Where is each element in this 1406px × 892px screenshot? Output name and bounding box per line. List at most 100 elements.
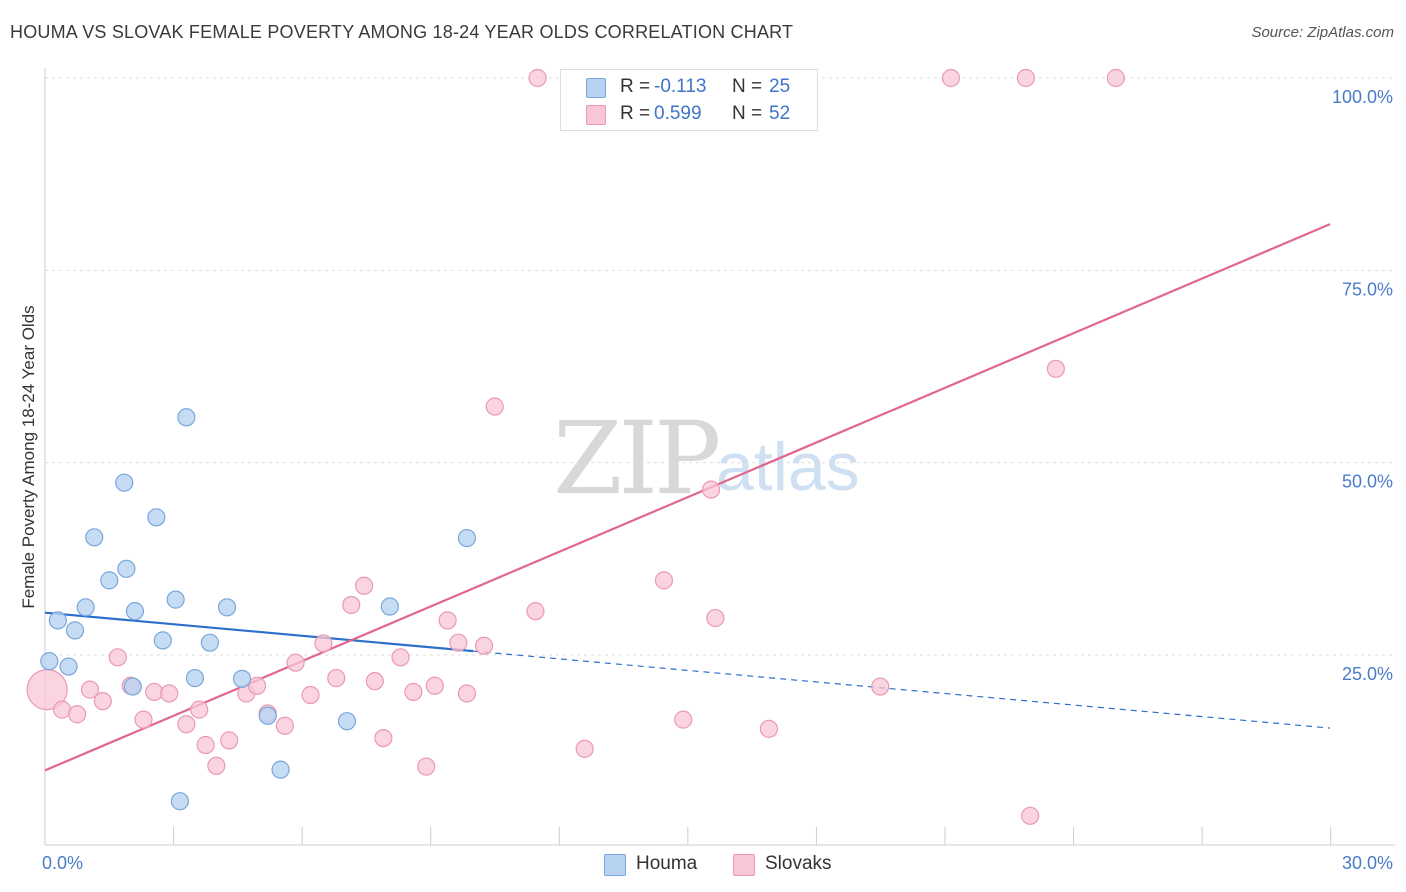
slovaks-point: [575, 739, 594, 758]
x-tick-label: 0.0%: [42, 853, 83, 873]
slovaks-point: [355, 576, 374, 595]
slovaks-point: [196, 735, 215, 755]
slovaks-point: [134, 710, 153, 729]
slovaks-point: [528, 68, 547, 88]
houma-point: [185, 668, 205, 688]
slovaks-point: [474, 636, 494, 655]
slovaks-point: [1046, 359, 1065, 378]
houma-point: [271, 760, 290, 779]
houma-point: [65, 621, 85, 640]
houma-n-label: N =: [732, 76, 763, 97]
slovaks-point: [425, 676, 444, 695]
x-tick-label: 30.0%: [1342, 853, 1393, 873]
slovaks-trend-line: [44, 223, 1331, 772]
slovaks-point: [449, 633, 468, 652]
slovaks-point: [145, 682, 164, 702]
slovaks-point: [327, 668, 346, 688]
slovaks-legend-label: Slovaks: [765, 853, 832, 874]
houma-point: [76, 598, 95, 617]
houma-point: [100, 571, 119, 590]
houma-swatch: [586, 78, 606, 98]
slovaks-point: [701, 480, 721, 499]
houma-legend-swatch: [604, 854, 626, 876]
watermark-zip: ZIP: [553, 400, 721, 517]
slovaks-legend-swatch: [733, 854, 755, 876]
slovaks-point: [314, 634, 333, 653]
slovaks-point: [674, 710, 693, 729]
slovaks-point: [391, 648, 410, 667]
y-tick-label: 100.0%: [1332, 87, 1393, 107]
slovaks-point: [160, 684, 179, 703]
slovaks-point: [93, 692, 112, 711]
houma-point: [258, 706, 277, 725]
slovaks-swatch: [586, 105, 606, 125]
houma-r-value: -0.113: [654, 76, 707, 97]
slovaks-point: [485, 397, 504, 416]
slovaks-point: [365, 672, 384, 691]
houma-point: [217, 598, 237, 617]
houma-legend-label: Houma: [636, 853, 698, 874]
houma-point: [59, 657, 78, 676]
houma-point: [115, 473, 134, 492]
slovaks-point: [526, 602, 545, 621]
houma-point: [153, 631, 172, 650]
slovaks-point: [417, 757, 436, 776]
houma-point: [147, 508, 166, 527]
chart-title: HOUMA VS SLOVAK FEMALE POVERTY AMONG 18-…: [10, 22, 794, 42]
trend-lines: [44, 223, 1331, 772]
houma-point: [166, 590, 185, 609]
correlation-legend: R = -0.113 N = 25 R = 0.599 N = 52: [560, 69, 818, 131]
houma-point: [123, 677, 142, 696]
slovaks-point: [207, 756, 226, 775]
slovaks-point: [438, 611, 457, 630]
slovaks-point: [1016, 68, 1035, 88]
slovaks-point: [654, 571, 674, 590]
slovaks-point: [374, 728, 393, 748]
slovaks-n-value: 52: [769, 103, 791, 124]
slovaks-point: [220, 731, 239, 750]
slovaks-point: [342, 595, 361, 615]
slovaks-point: [108, 648, 127, 667]
y-axis-label: Female Poverty Among 18-24 Year Olds: [19, 305, 38, 608]
slovaks-point: [1021, 806, 1040, 825]
slovaks-point: [759, 719, 778, 738]
houma-point: [125, 602, 145, 621]
watermark-atlas: atlas: [716, 429, 860, 505]
slovaks-point: [177, 715, 196, 734]
slovaks-point: [275, 716, 294, 735]
slovaks-point: [404, 682, 423, 702]
slovaks-point: [247, 676, 267, 695]
houma-point: [457, 528, 477, 548]
y-tick-label: 50.0%: [1342, 472, 1393, 492]
houma-point: [232, 669, 252, 688]
y-tick-label: 25.0%: [1342, 664, 1393, 684]
houma-point: [177, 408, 196, 427]
houma-trend-line: [44, 611, 474, 653]
houma-point: [337, 712, 357, 731]
slovaks-point: [457, 684, 477, 703]
slovaks-point: [871, 677, 890, 696]
slovaks-r-label: R =: [620, 103, 651, 124]
houma-trend-line-extension: [473, 650, 1331, 729]
slovaks-n-label: N =: [732, 103, 763, 124]
slovaks-point: [1106, 68, 1125, 88]
slovaks-point: [301, 685, 320, 705]
tick-labels: 25.0% 50.0% 75.0% 100.0% 0.0% 30.0%: [42, 87, 1393, 873]
houma-point: [170, 792, 190, 811]
houma-point: [200, 633, 220, 652]
houma-point: [85, 528, 104, 547]
grid-lines: [45, 77, 1395, 656]
houma-n-value: 25: [769, 76, 791, 97]
houma-point: [117, 559, 136, 578]
slovaks-point: [80, 680, 100, 699]
slovaks-point: [706, 608, 725, 628]
slovaks-r-value: 0.599: [654, 103, 702, 124]
slovaks-point: [53, 700, 72, 719]
houma-point: [40, 652, 59, 671]
data-points: [26, 68, 1125, 825]
slovaks-point: [941, 68, 961, 88]
houma-point: [380, 597, 399, 616]
source-label: Source: ZipAtlas.com: [1251, 24, 1394, 41]
slovaks-point: [286, 653, 305, 672]
